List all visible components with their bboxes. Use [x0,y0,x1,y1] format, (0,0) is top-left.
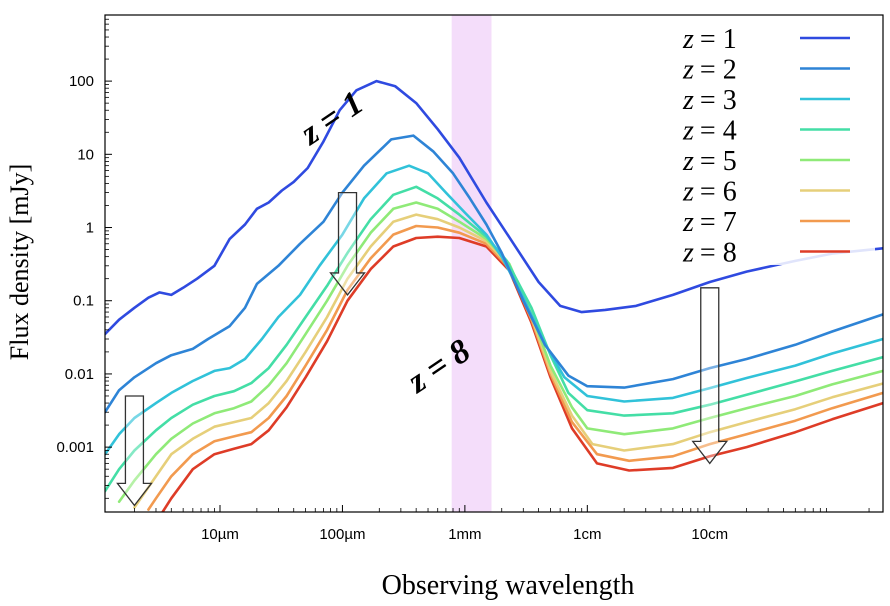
annotation-z1: z = 1 [293,84,370,152]
legend-label-z8: z = 8 [682,238,737,269]
series-line-z8 [161,235,883,512]
y-axis-label: Flux density [mJy] [5,164,34,360]
y-tick-label-5: 100 [69,73,94,90]
legend-eq: = 5 [700,146,737,177]
y-tick-label-3: 1 [86,220,94,237]
legend-eq: = 7 [700,207,737,238]
x-tick-label-3: 1cm [573,526,601,543]
y-tick-label-1: 0.01 [65,366,94,383]
legend-eq: = 4 [700,116,737,147]
legend-eq: = 1 [700,24,737,55]
highlight-band [451,15,492,512]
legend-box [660,20,875,265]
legend-var: z [682,116,694,147]
legend-label-z2: z = 2 [682,55,737,86]
y-tick-label-2: 0.1 [73,293,94,310]
x-tick-label-1: 100µm [319,526,365,543]
series-line-z1 [105,79,883,336]
legend-var: z [682,55,694,86]
series-line-z3 [105,164,883,456]
down-arrow-2 [329,191,366,296]
x-tick-label-4: 10cm [691,526,728,543]
legend-label-z4: z = 4 [682,116,737,147]
x-tick-label-2: 1mm [448,526,481,543]
down-arrow-3 [691,287,729,465]
legend-eq: = 3 [700,85,737,116]
legend-label-z6: z = 6 [682,177,737,208]
legend-label-z5: z = 5 [682,146,737,177]
legend-var: z [682,146,694,177]
y-tick-label-4: 10 [77,146,94,163]
legend-label-z1: z = 1 [682,24,737,55]
legend-var: z [682,207,694,238]
legend-eq: = 2 [700,55,737,86]
series-line-z5 [117,201,883,504]
highlight-band-layer [451,15,492,512]
series-line-z2 [105,134,883,414]
arrow-layer [116,191,729,507]
legend-var: z [682,238,694,269]
down-arrow-1 [116,395,153,507]
y-tick-label-0: 0.001 [56,439,94,456]
series-line-z6 [133,213,883,509]
legend-var: z [682,24,694,55]
plot-frame [104,14,884,513]
series-layer [105,79,883,512]
legend-eq: = 8 [700,238,737,269]
legend-eq: = 6 [700,177,737,208]
legend: z = 1z = 2z = 3z = 4z = 5z = 6z = 7z = 8 [660,20,875,269]
x-axis-label: Observing wavelength [382,570,635,601]
series-line-z7 [147,224,883,511]
x-tick-label-0: 10µm [201,526,239,543]
legend-label-z3: z = 3 [682,85,737,116]
annotation-z1-label: z = 1 [293,84,370,152]
legend-label-z7: z = 7 [682,207,737,238]
series-line-z4 [105,185,883,493]
tick-layer: 10µm 100µm 1mm 1cm 10cm 0.001 0.01 0.1 1 10 100 [56,14,870,543]
legend-var: z [682,177,694,208]
legend-var: z [682,85,694,116]
